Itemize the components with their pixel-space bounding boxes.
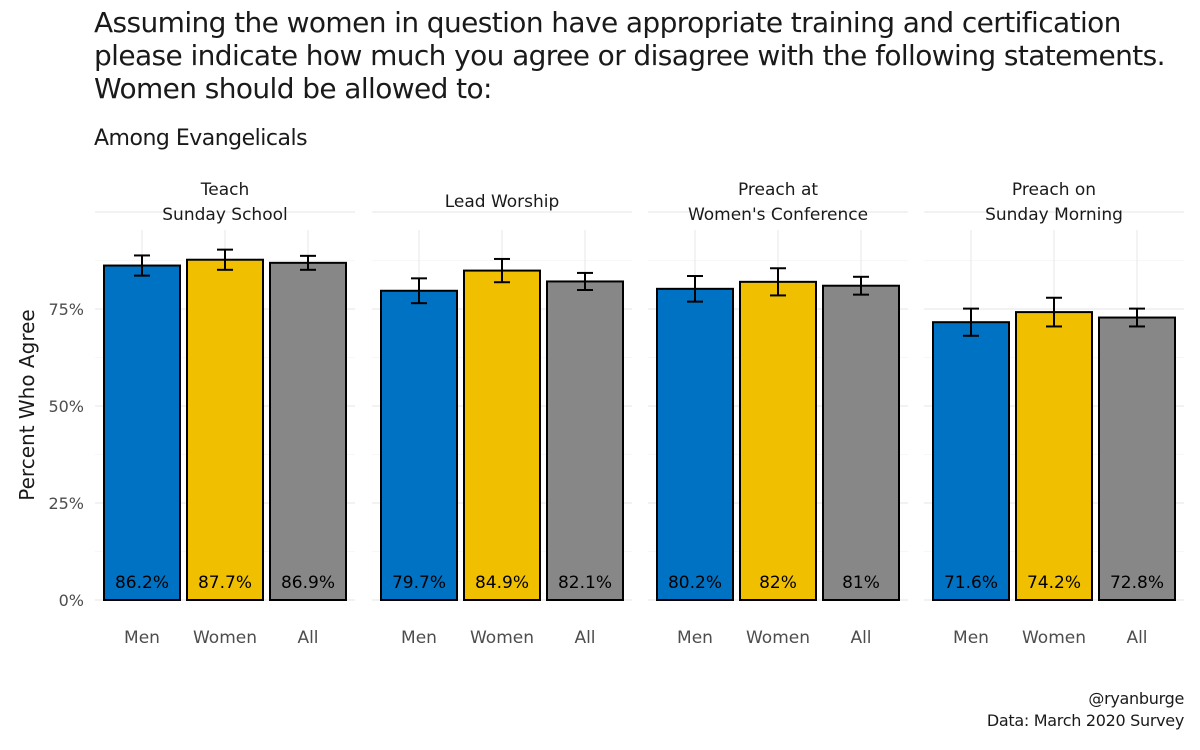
panel-2: Preach at Women's Conference 80.2% Men 82% Wo… [648,180,908,648]
data-label: 74.2% [1027,573,1081,593]
bar-men [932,321,1010,601]
data-label: 80.2% [668,573,722,593]
data-label: 79.7% [392,573,446,593]
bar-women [463,269,541,601]
bar-all [822,284,900,601]
bar-all [546,280,624,601]
bar-men [380,289,458,601]
x-tick-label: Women [193,628,257,648]
bar-all [269,261,347,601]
bar-men [103,264,181,601]
y-tick-label: 50% [48,397,84,416]
panel-title: Preach at [738,180,818,200]
data-label: 82% [759,573,797,593]
data-label: 84.9% [475,573,529,593]
x-tick-label: All [297,628,318,648]
x-tick-label: All [1126,628,1147,648]
panel-title: Teach [200,180,250,200]
bar-women [739,280,817,601]
caption: @ryanburge Data: March 2020 Survey [986,689,1184,730]
chart-subtitle: Among Evangelicals [94,126,308,151]
x-tick-label: Men [124,628,160,648]
bar-women [1015,311,1093,601]
x-tick-label: Women [746,628,810,648]
data-label: 87.7% [198,573,252,593]
x-tick-label: Women [470,628,534,648]
y-tick-label: 25% [48,494,84,513]
data-label: 86.9% [281,573,335,593]
panel-0: Teach Sunday School 86.2% Men 87.7% Women 86.9… [95,180,355,648]
bar-all [1098,316,1176,601]
x-tick-label: All [850,628,871,648]
panel-title: Sunday School [162,205,287,225]
data-label: 86.2% [115,573,169,593]
data-label: 72.8% [1110,573,1164,593]
x-tick-label: All [574,628,595,648]
y-axis-label: Percent Who Agree [15,309,39,500]
x-tick-label: Men [677,628,713,648]
y-tick-label: 0% [59,591,84,610]
data-label: 71.6% [944,573,998,593]
panel-title: Women's Conference [688,205,868,225]
panel-3: Preach on Sunday Morning 71.6% Men 74.2% Wome… [924,180,1184,648]
chart-title: Assuming the women in question have appr… [94,6,1166,105]
panel-title: Preach on [1012,180,1096,200]
x-tick-label: Men [401,628,437,648]
data-label: 82.1% [558,573,612,593]
panel-title: Sunday Morning [985,205,1123,225]
bar-men [656,287,734,601]
panel-1: Lead Worship 79.7% Men 84.9% Women 82.1% All [372,192,632,648]
bar-women [186,258,264,601]
x-tick-label: Women [1022,628,1086,648]
y-tick-label: 75% [48,300,84,319]
panel-title: Lead Worship [445,192,560,212]
x-tick-label: Men [953,628,989,648]
data-label: 81% [842,573,880,593]
